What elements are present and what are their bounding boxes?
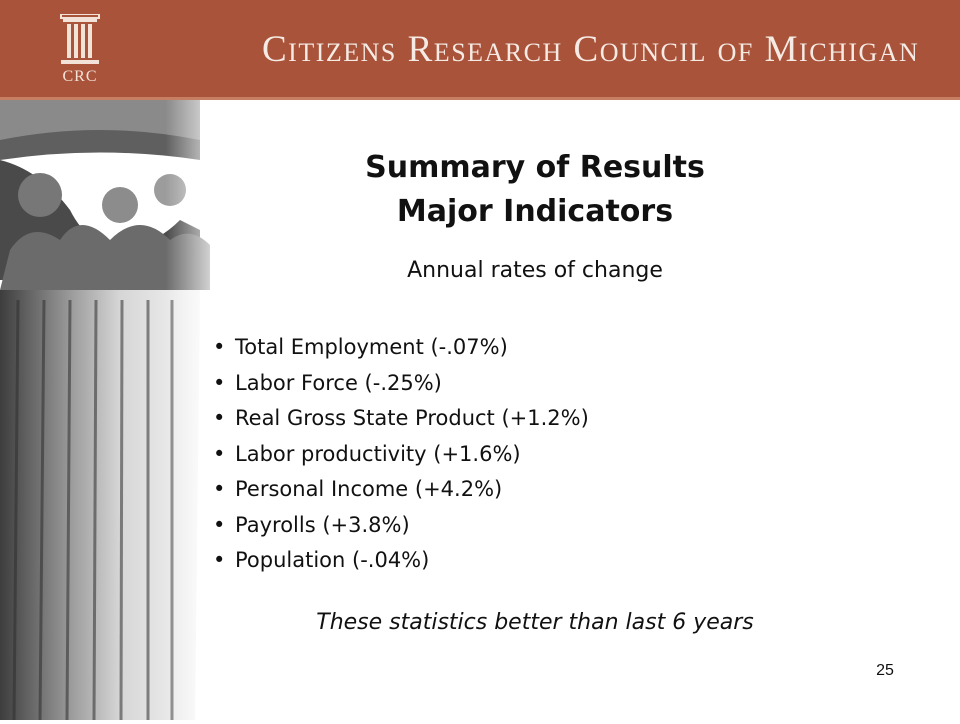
list-item: • Total Employment (-.07%) [213,330,589,366]
indicator-list: • Total Employment (-.07%) • Labor Force (… [213,330,589,579]
indicator-text: Population (-.04%) [235,548,430,572]
slide-subtitle: Annual rates of change [407,258,663,283]
list-item: • Population (-.04%) [213,543,589,579]
header-bar: CRC Citizens Research Council of Michiga… [0,0,960,100]
bullet-icon: • [213,512,226,537]
crc-logo: CRC [55,14,105,90]
bullet-icon: • [213,335,226,359]
list-item: • Payrolls (+3.8%) [213,508,589,544]
slide-title: Summary of Results Major Indicators [290,146,780,234]
indicator-text: Personal Income (+4.2%) [235,477,503,501]
indicator-text: Labor productivity (+1.6%) [235,441,521,466]
indicator-text: Labor Force (-.25%) [235,370,442,395]
organization-name: Citizens Research Council of Michigan [262,29,920,70]
title-line-1: Summary of Results [365,150,705,185]
list-item: • Personal Income (+4.2%) [213,472,589,508]
bullet-icon: • [213,441,226,466]
list-item: • Real Gross State Product (+1.2%) [213,401,589,437]
header-divider [0,97,960,100]
indicator-text: Real Gross State Product (+1.2%) [235,406,589,430]
page-number: 25 [876,662,894,679]
indicator-text: Total Employment (-.07%) [235,335,508,359]
column-illustration [0,100,230,721]
list-item: • Labor Force (-.25%) [213,366,589,402]
bullet-icon: • [213,548,226,572]
summary-note: These statistics better than last 6 year… [316,610,754,635]
indicator-text: Payrolls (+3.8%) [235,512,410,537]
title-line-2: Major Indicators [396,194,674,229]
column-logo-icon [60,14,100,64]
bullet-icon: • [213,370,226,395]
logo-text: CRC [62,68,98,85]
list-item: • Labor productivity (+1.6%) [213,437,589,473]
bullet-icon: • [213,406,226,430]
bullet-icon: • [213,477,226,501]
